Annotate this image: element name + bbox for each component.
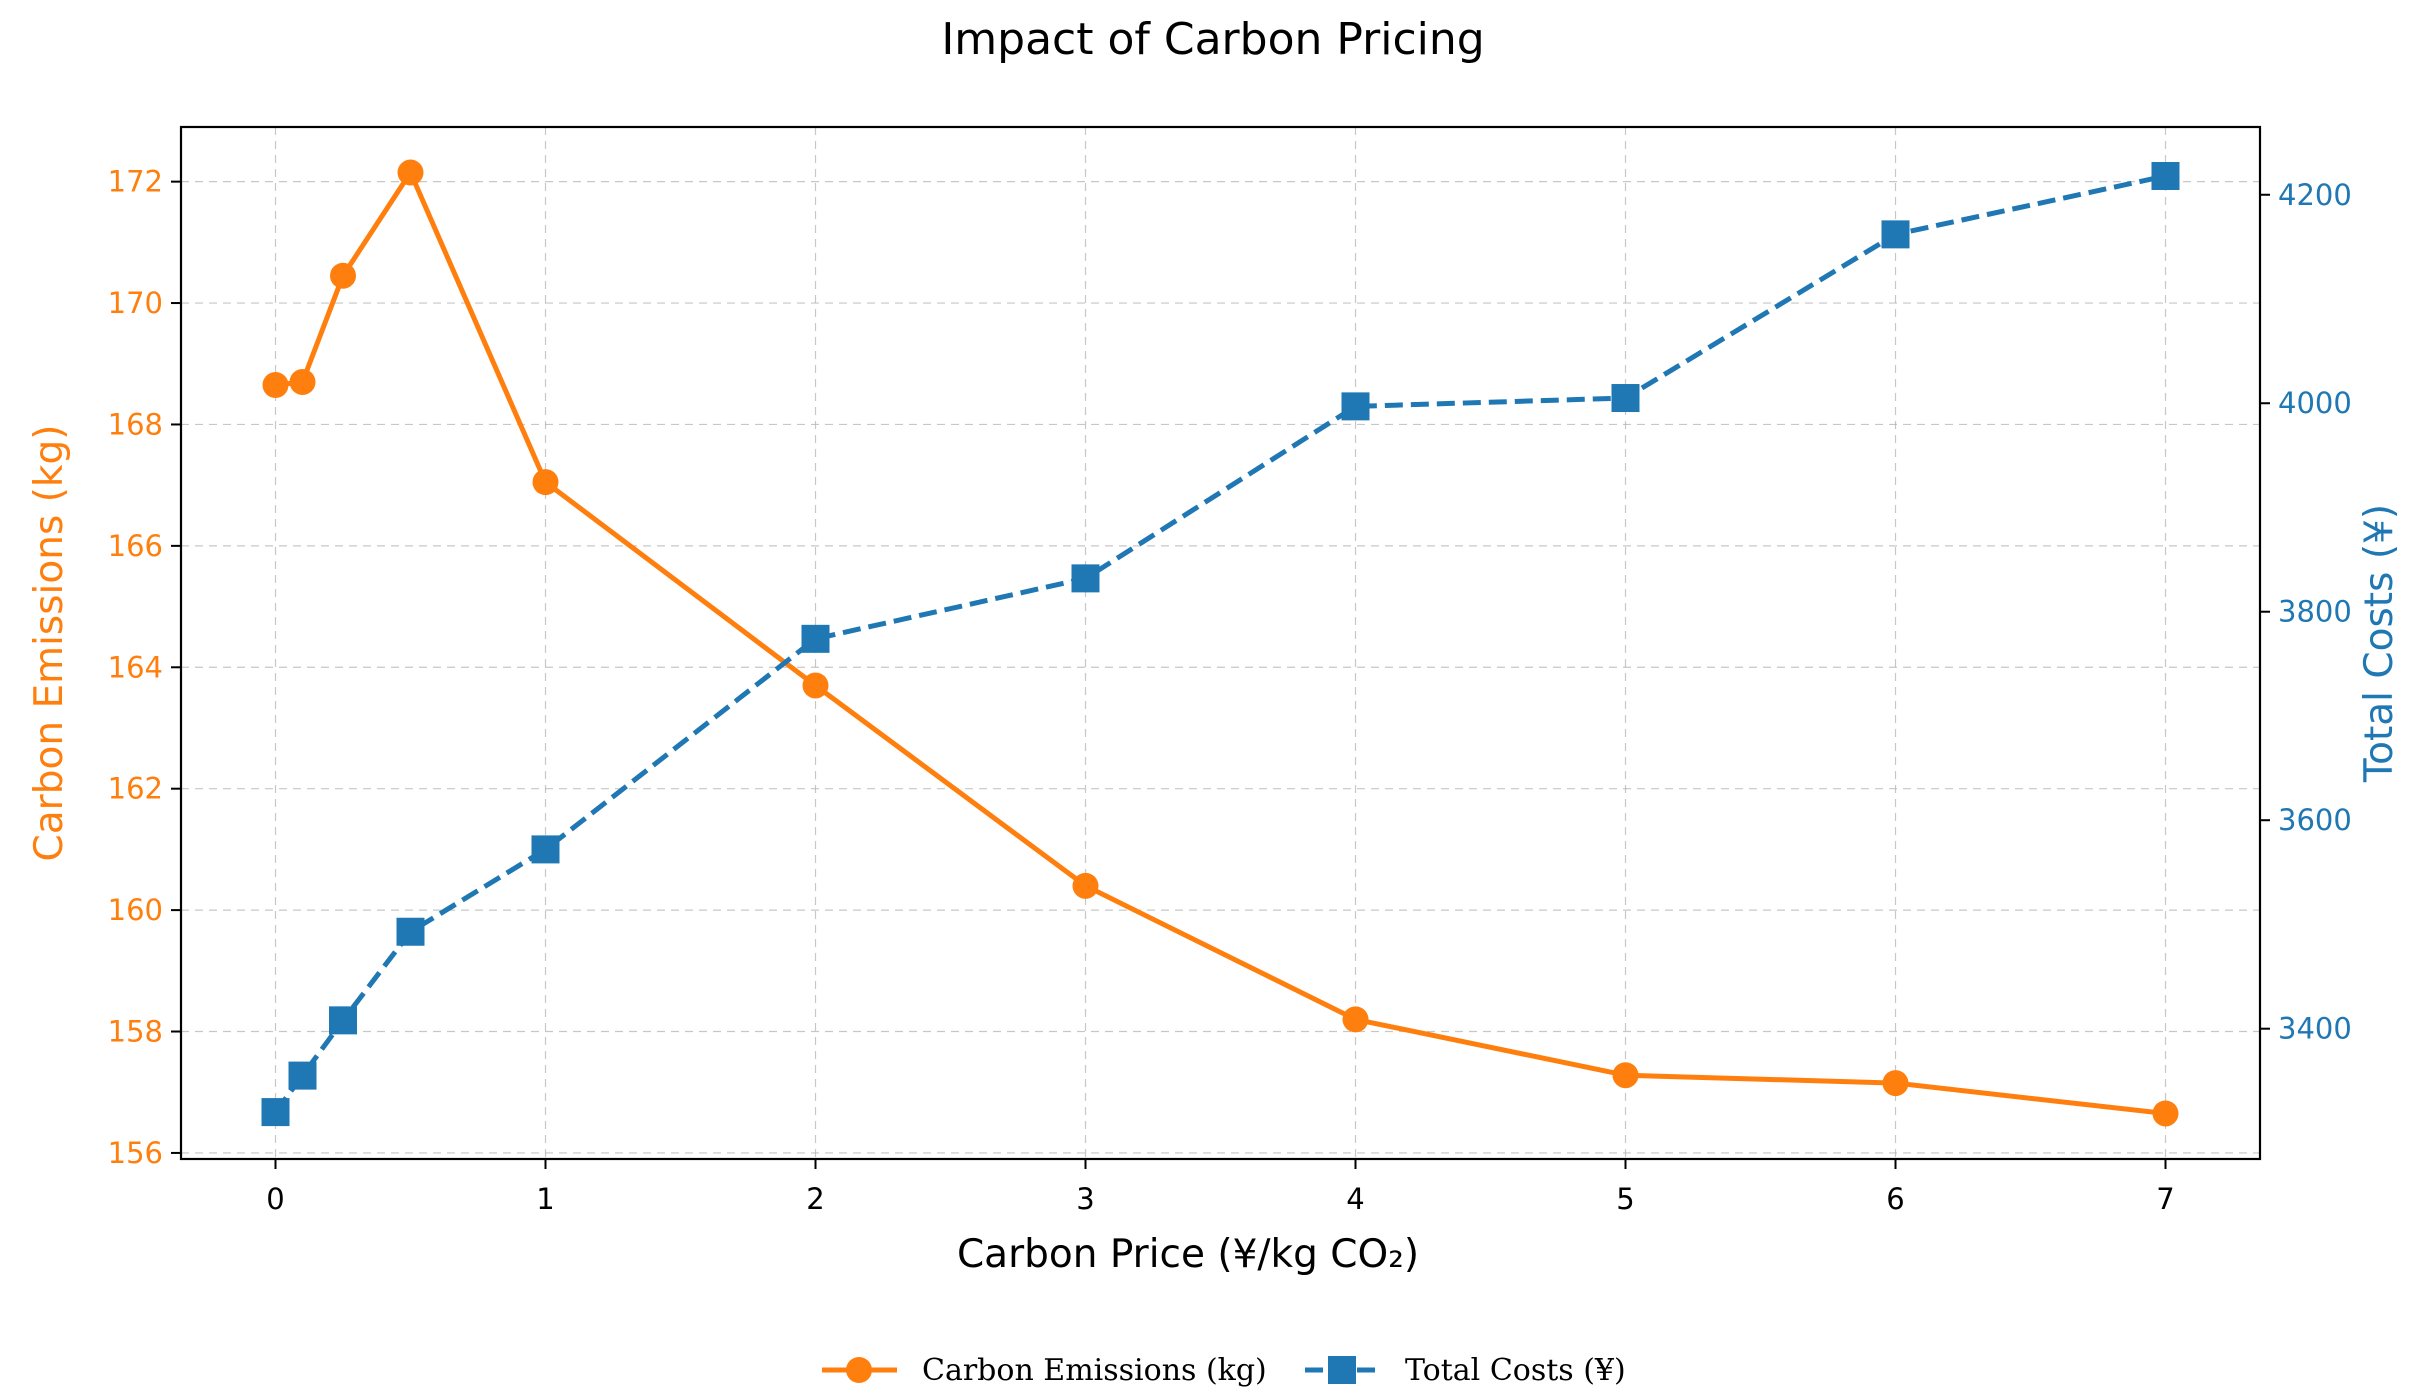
total-costs-point	[261, 1098, 290, 1127]
total-costs-point	[2151, 161, 2180, 190]
x-tick-label: 1	[536, 1182, 554, 1216]
legend: Carbon Emissions (kg) Total Costs (¥)	[822, 1353, 1626, 1388]
x-tick-label: 7	[2156, 1182, 2174, 1216]
carbon-emissions-kg-point	[1342, 1006, 1369, 1033]
y-right-tick-label: 3600	[2278, 803, 2352, 837]
total-costs-line	[273, 173, 2167, 1114]
axes: 0 1 2 3 4 5 6 7 156 158 160 162 164 166 168 170 172 3400 3…	[108, 165, 2352, 1216]
y-left-axis-label: Carbon Emissions (kg)	[27, 425, 72, 862]
y-left-tick-label: 164	[108, 650, 163, 684]
grid	[181, 127, 2260, 1159]
x-tick-label: 5	[1616, 1182, 1634, 1216]
y-left-tick-label: 158	[108, 1015, 163, 1049]
plot-frame	[179, 125, 2262, 1161]
x-tick-label: 6	[1886, 1182, 1904, 1216]
carbon-emissions-kg-point	[262, 372, 289, 398]
total-costs-point	[288, 1061, 317, 1090]
y-right-tick-label: 3400	[2278, 1012, 2352, 1046]
series-layer	[261, 159, 2180, 1127]
total-costs-point	[396, 917, 425, 946]
y-left-tick-label: 166	[108, 529, 163, 563]
carbon-emissions-kg-point	[1882, 1070, 1909, 1097]
y-left-tick-label: 172	[108, 165, 163, 199]
chart-title: Impact of Carbon Pricing	[941, 14, 1484, 65]
carbon-emissions-kg-point	[1072, 872, 1099, 899]
legend-label-carbon-emissions-kg: Carbon Emissions (kg)	[922, 1353, 1267, 1388]
carbon-emissions-kg-line	[275, 170, 2166, 1116]
carbon-emissions-kg-point	[330, 262, 356, 289]
total-costs-point	[1881, 220, 1910, 249]
y-right-tick-label: 4000	[2278, 386, 2352, 420]
carbon-emissions-kg-point	[2152, 1100, 2179, 1127]
total-costs-point	[531, 835, 560, 864]
y-left-tick-label: 156	[108, 1136, 163, 1170]
x-tick-label: 4	[1346, 1182, 1364, 1216]
x-axis-label: Carbon Price (¥/kg CO₂)	[957, 1232, 1419, 1277]
x-tick-label: 0	[266, 1182, 284, 1216]
total-costs-point	[801, 624, 830, 653]
y-left-tick-label: 170	[108, 286, 163, 320]
y-left-tick-label: 162	[108, 772, 163, 806]
legend-label-total-costs: Total Costs (¥)	[1405, 1353, 1626, 1388]
x-tick-label: 2	[806, 1182, 824, 1216]
total-costs-point	[1611, 384, 1640, 413]
carbon-emissions-kg-point	[289, 368, 316, 395]
total-costs-point	[1341, 392, 1370, 421]
carbon-emissions-kg-point	[1612, 1062, 1639, 1089]
carbon-emissions-kg-point	[397, 159, 424, 186]
y-right-axis-label: Total Costs (¥)	[2357, 504, 2402, 783]
y-left-tick-label: 160	[108, 893, 163, 927]
carbon-emissions-kg-point	[802, 672, 829, 699]
x-tick-label: 3	[1076, 1182, 1094, 1216]
legend-marker	[1328, 1356, 1356, 1384]
y-right-tick-label: 3800	[2278, 595, 2352, 629]
y-left-tick-label: 168	[108, 407, 163, 441]
carbon-emissions-kg-point	[532, 469, 559, 496]
legend-marker	[846, 1357, 872, 1383]
y-right-tick-label: 4200	[2278, 178, 2352, 212]
total-costs-point	[329, 1006, 357, 1035]
total-costs-point	[1071, 564, 1100, 593]
